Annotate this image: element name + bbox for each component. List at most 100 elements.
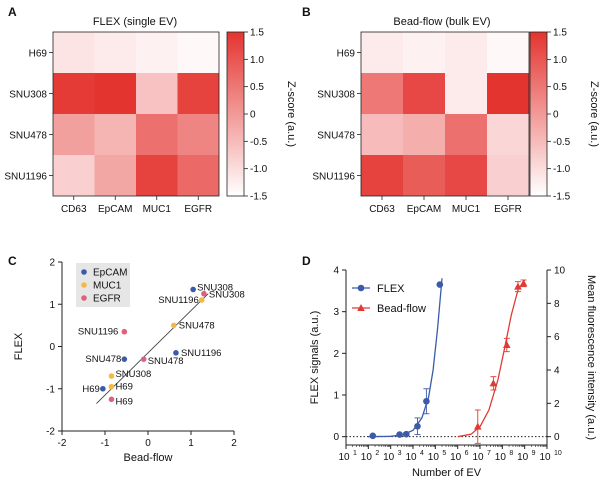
heatmap-frame [52,31,220,197]
row-label: SNU478 [9,131,47,142]
point-flex [396,431,403,438]
heatmap-a-title: FLEX (single EV) [93,16,177,28]
col-label: EGFR [184,204,212,215]
y-axis-label: FLEX [13,332,25,360]
x-tick-label: 10 [495,452,507,463]
point-label: SNU478 [148,356,184,367]
heatmap-cell-snu1196-cd63 [361,155,403,196]
x-tick-exponent: 5 [442,450,446,457]
point-bead-flow [503,341,511,348]
y-tick-label-left: 4 [333,266,339,277]
colorbar-tick-label: 0 [250,110,256,121]
legend-marker-egfr [81,295,87,301]
colorbar-tick-label: -0.5 [250,137,268,148]
y-tick-label-left: 0 [333,432,339,443]
panel-letter-d: D [302,254,311,268]
legend-marker-flex [357,284,365,292]
colorbar [226,31,245,197]
colorbar-tick-label: -1.0 [553,164,571,175]
heatmap-beadflow: Bead-flow (bulk EV) H69 SNU308 SNU478 SNU11… [312,16,600,215]
point-egfr-h69 [108,396,115,403]
panel-letter-b: B [302,5,311,19]
point-label: SNU1196 [158,295,199,306]
heatmap-cell-snu478-muc1 [136,114,178,155]
x-tick-label: 10 [450,452,462,463]
x-tick-exponent: 3 [398,450,402,457]
y-tick-label-right: 4 [554,366,560,377]
heatmap-cell-h69-muc1 [136,32,178,73]
colorbar-tick-label: 0 [553,110,559,121]
point-epcam-h69 [100,385,106,392]
y-tick-label: -1 [46,384,55,395]
x-tick-exponent: 6 [465,450,469,457]
point-epcam-snu478 [121,356,128,362]
y-tick-label: 0 [49,342,55,353]
col-label: MUC1 [452,204,481,215]
legend-label-egfr: EGFR [93,294,121,305]
row-label: SNU308 [9,90,47,101]
x-tick-label: 10 [383,452,395,463]
heatmap-cell-snu308-epcam [403,73,445,114]
x-tick-exponent: 10 [554,450,562,457]
heatmap-flex: FLEX (single EV) H69SNU308SNU478SNU1196 … [4,16,297,215]
y-tick-label-right: 10 [554,266,566,277]
point-label: SNU478 [85,354,121,365]
colorbar-label: Z-score (a.u.) [588,81,600,147]
colorbar-tick-label: -1.5 [553,192,571,203]
point-bead-flow [489,379,498,387]
point-epcam-snu1196 [173,350,179,356]
point-flex [436,281,444,288]
y-tick-label-left: 3 [333,307,339,318]
heatmap-cell-snu308-muc1 [136,73,178,114]
point-flex [423,397,430,405]
heatmap-cell-snu1196-epcam [94,155,136,196]
colorbar-tick-label: 0.5 [250,82,264,93]
heatmap-cell-snu478-epcam [94,114,136,155]
point-label: SNU308 [115,369,151,380]
legend-marker-muc1 [81,282,87,288]
legend-label-muc1: MUC1 [93,281,122,292]
x-tick-label: 10 [361,452,373,463]
heatmap-cell-snu1196-muc1 [445,155,487,196]
row-label: H69 [337,49,356,60]
point-label: H69 [115,382,132,393]
col-label: CD63 [61,204,87,215]
heatmap-cell-snu308-epcam [94,73,136,114]
point-muc1-h69 [108,383,115,390]
row-label: SNU1196 [312,172,355,183]
heatmap-cell-snu308-cd63 [361,73,403,114]
y-tick-label-right: 6 [554,332,560,343]
row-label: SNU478 [317,131,355,142]
colorbar-tick-label: 1.5 [553,28,567,39]
heatmap-cell-snu1196-cd63 [53,155,95,196]
point-flex [403,430,410,438]
heatmap-cell-h69-egfr [177,32,219,73]
col-label: MUC1 [143,204,172,215]
point-label: SNU1196 [181,348,222,359]
x-tick-exponent: 9 [532,450,536,457]
point-muc1-snu478 [171,322,177,329]
colorbar-tick-label: 1.5 [250,28,264,39]
legend-label-epcam: EpCAM [93,268,127,279]
point-label: H69 [115,396,132,407]
colorbar-label: Z-score (a.u.) [285,81,297,147]
heatmap-cell-snu478-muc1 [445,114,487,155]
heatmap-cell-snu478-egfr [177,114,219,155]
row-label: SNU1196 [4,172,47,183]
heatmap-cell-h69-egfr [487,32,529,73]
x-tick-exponent: 1 [353,450,357,457]
legend-marker-epcam [81,269,87,275]
heatmap-cell-snu1196-epcam [403,155,445,196]
heatmap-cell-snu1196-muc1 [136,155,178,196]
heatmap-cell-h69-epcam [403,32,445,73]
point-label: SNU1196 [78,327,119,338]
point-label: H69 [82,384,99,395]
x-tick-exponent: 7 [487,450,491,457]
point-label: SNU308 [197,282,233,293]
y-tick-label: -2 [46,427,55,438]
point-bead-flow [519,279,528,287]
colorbar-tick-label: -0.5 [553,137,571,148]
x-tick-label: 10 [517,452,529,463]
row-label: SNU308 [317,90,355,101]
